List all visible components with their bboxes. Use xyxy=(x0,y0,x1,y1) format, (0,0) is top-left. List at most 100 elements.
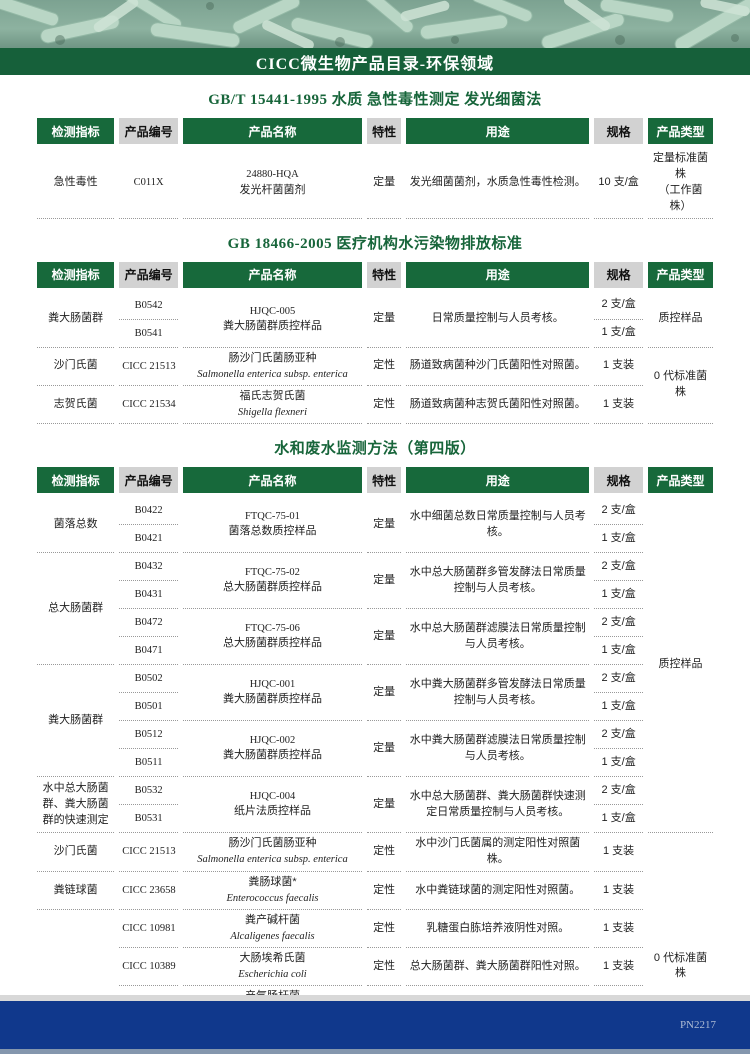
column-header-5: 规格 xyxy=(594,118,643,148)
cell-spec: 1 支装 xyxy=(594,871,643,911)
column-header-3: 特性 xyxy=(366,467,402,498)
cell-product-code: CICC 21513 xyxy=(119,347,179,386)
cell-spec: 2 支/盒 xyxy=(594,609,643,638)
cell-product-code: CICC 10981 xyxy=(119,910,179,949)
cell-usage: 发光细菌菌剂，水质急性毒性检测。 xyxy=(406,148,590,219)
cell-spec: 1 支装 xyxy=(594,833,643,872)
cell-usage: 总大肠菌群、粪大肠菌群阳性对照。 xyxy=(406,948,590,987)
table-row: 菌落总数 B0422 FTQC-75-01 菌落总数质控样品 定量 水中细菌总数日常质量控… xyxy=(37,497,713,834)
cell-spec: 2 支/盒 xyxy=(594,665,643,694)
column-header-5: 规格 xyxy=(594,467,643,498)
cell-product-code: C011X xyxy=(119,148,179,219)
cell-indicator: 急性毒性 xyxy=(37,148,115,219)
cell-trait: 定性 xyxy=(366,833,402,872)
column-header-6: 产品类型 xyxy=(647,118,713,148)
product-table-water-monitoring: 检测指标 产品编号 产品名称 特性 用途 规格 产品类型 菌落总数 B0422 FTQC-75-0… xyxy=(32,467,718,1054)
cell-usage: 乳糖蛋白胨培养液阴性对照。 xyxy=(406,910,590,949)
cell-product-type: 0 代标准菌株 xyxy=(647,347,713,425)
table-row: B0421 1 支/盒 xyxy=(37,525,713,554)
cell-indicator: 菌落总数 xyxy=(37,497,115,554)
cell-indicator: 水中总大肠菌群、粪大肠菌群的快速测定 xyxy=(37,777,115,834)
table-row: 沙门氏菌 CICC 21513 肠沙门氏菌肠亚种 Salmonella enteric… xyxy=(37,833,713,1054)
cell-usage: 水中细菌总数日常质量控制与人员考核。 xyxy=(406,497,590,554)
cell-indicator: 沙门氏菌 xyxy=(37,347,115,386)
cell-spec: 2 支/盒 xyxy=(594,291,643,320)
column-header-1: 产品编号 xyxy=(119,467,179,498)
column-header-2: 产品名称 xyxy=(183,261,362,292)
table-row: B0471 1 支/盒 xyxy=(37,637,713,666)
table-row: 总大肠菌群 B0432 FTQC-75-02 总大肠菌群质控样品 定量 水中总大肠菌群多管… xyxy=(37,553,713,666)
cell-indicator: 总大肠菌群 xyxy=(37,553,115,666)
cell-product-code: CICC 10389 xyxy=(119,948,179,987)
cell-product-code: B0502 xyxy=(119,665,179,694)
cell-product-code: B0541 xyxy=(119,319,179,348)
cell-spec: 1 支装 xyxy=(594,347,643,386)
cell-spec: 1 支装 xyxy=(594,910,643,949)
cell-product-code: B0511 xyxy=(119,749,179,778)
section-title-gb18466: GB 18466-2005 医疗机构水污染物排放标准 xyxy=(227,235,523,252)
column-header-0: 检测指标 xyxy=(37,467,115,498)
cell-product-name: HJQC-002 粪大肠菌群质控样品 xyxy=(183,721,362,778)
table-row: 粪大肠菌群 B0542 HJQC-005 粪大肠菌群质控样品 定量 日常质量控制与人员考核… xyxy=(37,291,713,348)
table-row: 水中总大肠菌群、粪大肠菌群的快速测定 B0532 HJQC-004 纸片法质控样品 定量… xyxy=(37,777,713,834)
table-row: 粪链球菌 CICC 23658 粪肠球菌* Enterococcus faecalis… xyxy=(37,871,713,911)
cell-usage: 水中总大肠菌群、粪大肠菌群快速测定日常质量控制与人员考核。 xyxy=(406,777,590,834)
cell-trait: 定量 xyxy=(366,148,402,219)
column-header-1: 产品编号 xyxy=(119,261,179,292)
column-header-6: 产品类型 xyxy=(647,467,713,498)
cell-product-code: B0421 xyxy=(119,525,179,554)
column-header-0: 检测指标 xyxy=(37,118,115,148)
footer-gray-strip xyxy=(0,995,750,1001)
table-row: 志贺氏菌 CICC 21534 福氏志贺氏菌 Shigella flexneri 定性肠… xyxy=(37,385,713,425)
cell-spec: 1 支/盒 xyxy=(594,581,643,610)
cell-product-name: 肠沙门氏菌肠亚种 Salmonella enterica subsp. enter… xyxy=(183,833,362,872)
cell-spec: 1 支装 xyxy=(594,948,643,987)
cell-product-name: 肠沙门氏菌肠亚种 Salmonella enterica subsp. enter… xyxy=(183,347,362,386)
cell-product-code: CICC 21534 xyxy=(119,385,179,425)
cell-spec: 2 支/盒 xyxy=(594,721,643,750)
column-header-4: 用途 xyxy=(406,467,590,498)
cell-spec: 2 支/盒 xyxy=(594,553,643,582)
cell-spec: 1 支/盒 xyxy=(594,749,643,778)
page-title: CICC微生物产品目录-环保领域 xyxy=(255,55,495,73)
cell-product-code: B0532 xyxy=(119,777,179,806)
cell-product-name: FTQC-75-01 菌落总数质控样品 xyxy=(183,497,362,554)
cell-product-name: FTQC-75-06 总大肠菌群质控样品 xyxy=(183,609,362,666)
cell-spec: 1 支/盒 xyxy=(594,637,643,666)
cell-product-code: CICC 21513 xyxy=(119,833,179,872)
table-row: B0512 HJQC-002 粪大肠菌群质控样品 定量 水中粪大肠菌群滤膜法日常质量控制… xyxy=(37,721,713,778)
footer-page-code: PN2217 xyxy=(679,1019,716,1031)
page-title-bar: CICC微生物产品目录-环保领域 xyxy=(0,48,750,75)
cell-spec: 1 支/盒 xyxy=(594,525,643,554)
column-header-1: 产品编号 xyxy=(119,118,179,148)
column-header-2: 产品名称 xyxy=(183,118,362,148)
column-header-3: 特性 xyxy=(366,118,402,148)
product-table-acute-toxicity: 检测指标 产品编号 产品名称 特性 用途 规格 产品类型 急性毒性 C011X 24880-HQA… xyxy=(32,118,718,219)
cell-trait: 定量 xyxy=(366,553,402,610)
footer-bottom-strip xyxy=(0,1049,750,1054)
cell-product-name: 粪肠球菌* Enterococcus faecalis xyxy=(183,871,362,911)
cell-product-code: B0501 xyxy=(119,693,179,722)
cell-product-name: HJQC-005 粪大肠菌群质控样品 xyxy=(183,291,362,348)
cell-trait: 定量 xyxy=(366,609,402,666)
cell-product-code: B0531 xyxy=(119,805,179,834)
table-row: CICC 10389 大肠埃希氏菌 Escherichia coli 定性 总大肠菌群、… xyxy=(37,948,713,987)
cell-product-code: B0542 xyxy=(119,291,179,320)
cell-product-name: HJQC-001 粪大肠菌群质控样品 xyxy=(183,665,362,722)
section-title-water-wastewater: 水和废水监测方法（第四版） xyxy=(274,441,476,458)
table-row: B0511 1 支/盒 xyxy=(37,749,713,778)
cell-spec: 1 支/盒 xyxy=(594,693,643,722)
cell-product-name: 福氏志贺氏菌 Shigella flexneri xyxy=(183,385,362,425)
column-header-6: 产品类型 xyxy=(647,261,713,292)
bacteria-banner-image xyxy=(0,0,750,48)
table-row: B0501 1 支/盒 xyxy=(37,693,713,722)
cell-product-name: HJQC-004 纸片法质控样品 xyxy=(183,777,362,834)
cell-usage: 肠道致病菌种志贺氏菌阳性对照菌。 xyxy=(406,385,590,425)
cell-spec: 2 支/盒 xyxy=(594,777,643,806)
footer-blue-bar: PN2217 xyxy=(0,1001,750,1049)
cell-indicator: 粪链球菌 xyxy=(37,871,115,911)
cell-trait: 定量 xyxy=(366,721,402,778)
cell-product-code: B0431 xyxy=(119,581,179,610)
